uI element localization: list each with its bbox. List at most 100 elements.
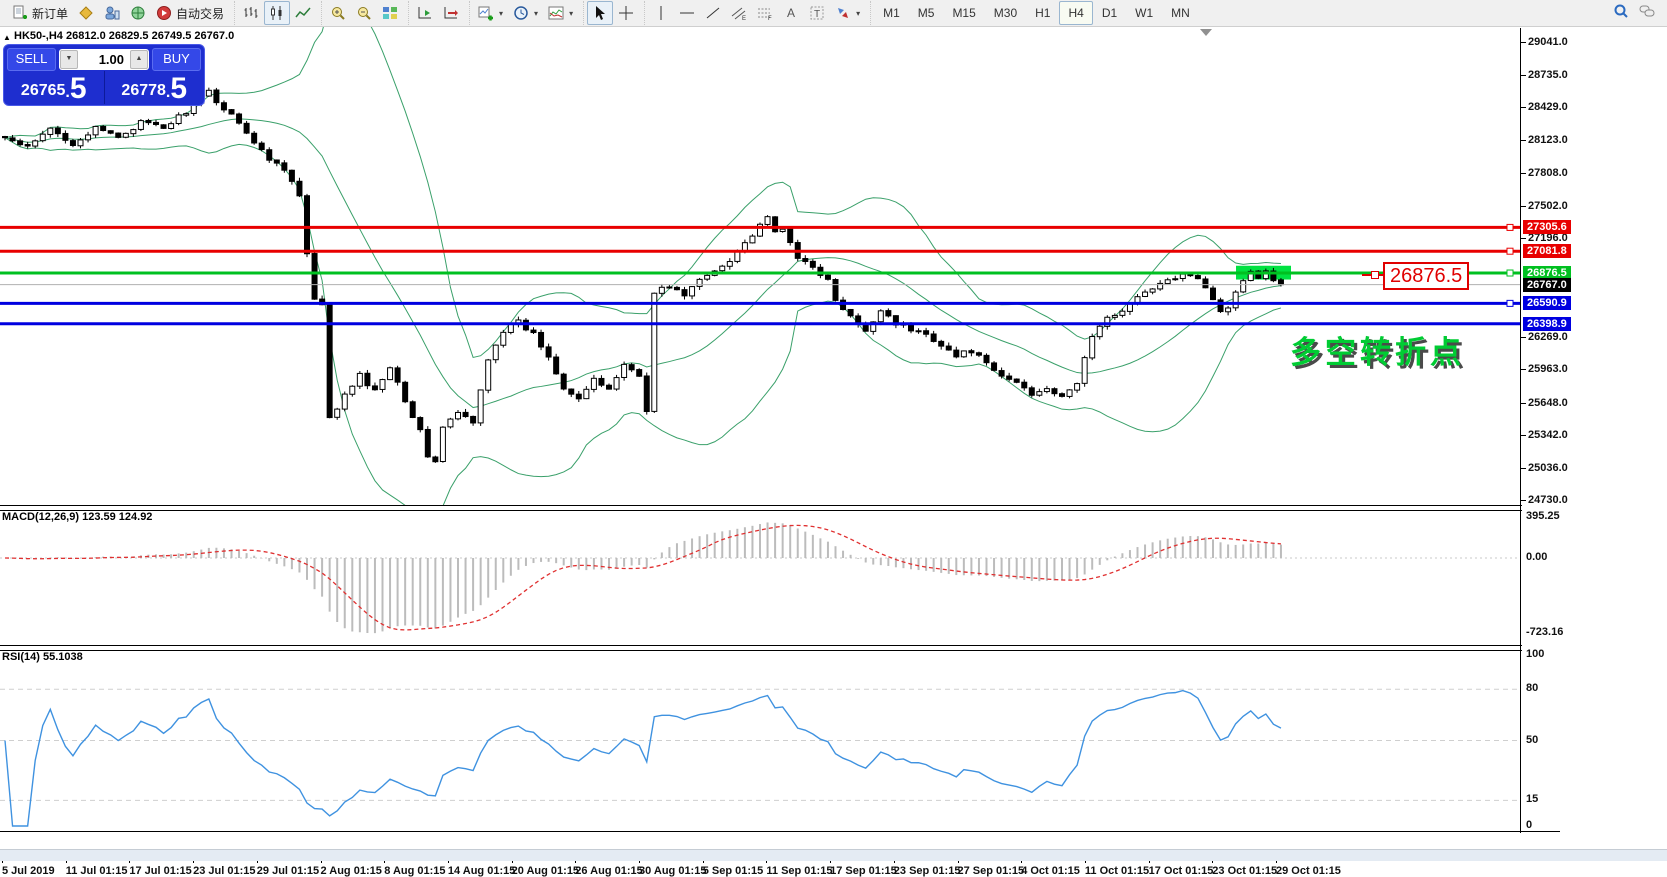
volume-value[interactable]: 1.00 (98, 52, 124, 67)
rsi-line[interactable] (4, 689, 1282, 827)
candle-body (1021, 381, 1028, 389)
zoom-out-button[interactable] (351, 1, 377, 25)
price-callout-anchor[interactable] (1371, 271, 1379, 279)
candle-body (100, 125, 107, 132)
candle-body (968, 350, 975, 354)
trendline-button[interactable] (700, 1, 726, 25)
macd-scale-0.00: 0.00 (1526, 551, 1548, 563)
line-chart-button[interactable] (290, 1, 316, 25)
pane-separator-rsi[interactable] (0, 645, 1522, 651)
hline-handle[interactable] (1506, 223, 1514, 231)
chevron-down-icon[interactable]: ▾ (569, 8, 574, 18)
tile-windows-icon (382, 5, 398, 21)
time-label: 29 Oct 01:15 (1276, 859, 1341, 877)
rsi-pane[interactable] (0, 649, 1522, 835)
chevron-down-icon[interactable]: ▾ (499, 8, 504, 18)
candle-body (991, 362, 998, 371)
sell-button[interactable]: SELL (7, 48, 56, 71)
candle-body (560, 373, 567, 390)
candle-body (953, 349, 960, 358)
volume-decrease-icon[interactable]: ▼ (60, 50, 78, 69)
pane-separator-macd[interactable] (0, 505, 1522, 511)
equidistant-channel-button[interactable]: E (726, 1, 752, 25)
timeframe-m30[interactable]: M30 (993, 6, 1018, 20)
text-button[interactable]: A (778, 1, 804, 25)
auto-scroll-button[interactable] (412, 1, 438, 25)
timeframe-d1[interactable]: D1 (1101, 6, 1118, 20)
new-order-button[interactable]: 新订单 (7, 1, 73, 25)
candle-body (1028, 387, 1035, 396)
macd-pane[interactable] (0, 509, 1522, 645)
sell-price[interactable]: 26765 . 5 (4, 71, 104, 104)
candle-body (432, 456, 439, 463)
candle-body (507, 323, 514, 333)
turning-point-annotation[interactable]: 多空转折点 (1290, 335, 1465, 370)
chevron-down-icon[interactable]: ▾ (856, 8, 861, 18)
autotrading-icon (156, 5, 172, 21)
chart-shift-button[interactable] (438, 1, 464, 25)
timeframe-m15[interactable]: M15 (952, 6, 976, 20)
buy-button[interactable]: BUY (152, 48, 201, 71)
candle-body (1270, 270, 1277, 282)
volume-increase-icon[interactable]: ▲ (130, 50, 148, 69)
candle-body (477, 389, 484, 424)
template-button[interactable]: ▾ (543, 1, 578, 25)
vline-icon (653, 5, 669, 21)
vertical-line-button[interactable] (648, 1, 674, 25)
timeframe-h1[interactable]: H1 (1035, 6, 1051, 20)
timeframe-mn[interactable]: MN (1171, 6, 1190, 20)
rsi-scale-50: 50 (1526, 733, 1539, 746)
fibonacci-button[interactable]: F (752, 1, 778, 25)
candle-chart-button[interactable] (264, 1, 291, 25)
price-tick-27808.0: 27808.0 (1521, 167, 1568, 179)
timeframe-w1[interactable]: W1 (1135, 6, 1154, 20)
candle-body (1149, 288, 1156, 293)
volume-input[interactable]: ▼ 1.00 ▲ (59, 49, 149, 70)
bar-chart-button[interactable] (238, 1, 264, 25)
chart-title: HK50-,H4 26812.0 26829.5 26749.5 26767.0 (14, 30, 234, 42)
candle-body (122, 132, 129, 138)
navigator-button[interactable] (99, 1, 125, 25)
candle-body (930, 333, 937, 342)
price-tick-25036.0: 25036.0 (1521, 462, 1568, 474)
bollinger-lower[interactable] (4, 137, 1282, 505)
bollinger-middle[interactable] (4, 118, 1282, 409)
time-label: 4 Oct 01:15 (1021, 859, 1080, 877)
candle-body (266, 149, 273, 161)
new-order-button-label: 新订单 (32, 6, 69, 21)
chat-icon[interactable] (1639, 3, 1655, 24)
timeframe-m5[interactable]: M5 (917, 6, 935, 20)
search-icon[interactable] (1613, 3, 1629, 24)
timeframe-m1[interactable]: M1 (883, 6, 900, 20)
price-callout-label[interactable]: 26876.5 (1383, 262, 1470, 290)
template-icon (548, 5, 564, 21)
candle-body (696, 278, 703, 287)
one-click-trading-panel: SELL ▼ 1.00 ▲ BUY 26765 . 5 26778 . 5 (3, 44, 205, 106)
rsi-label: RSI(14) 55.1038 (2, 651, 83, 663)
hline-handle[interactable] (1506, 269, 1514, 277)
zoom-in-button[interactable] (325, 1, 351, 25)
cursor-button[interactable] (587, 1, 614, 25)
hline-handle[interactable] (1506, 299, 1514, 307)
horizontal-line-button[interactable] (674, 1, 700, 25)
market-watch-button[interactable] (73, 1, 99, 25)
autotrading-button[interactable]: 自动交易 (151, 1, 229, 25)
crosshair-button[interactable] (613, 1, 639, 25)
auto-scroll-icon (417, 5, 433, 21)
text-label-button[interactable]: T (804, 1, 830, 25)
chevron-down-icon[interactable]: ▾ (534, 8, 539, 18)
hline-handle[interactable] (1506, 247, 1514, 255)
period-button[interactable]: ▾ (508, 1, 543, 25)
candle-body (658, 286, 665, 294)
terminal-button[interactable] (125, 1, 151, 25)
macd-label: MACD(12,26,9) 123.59 124.92 (2, 511, 153, 523)
arrows-button[interactable]: ▾ (830, 1, 865, 25)
tile-windows-button[interactable] (377, 1, 403, 25)
chart-shift-marker[interactable] (1200, 29, 1212, 36)
buy-price[interactable]: 26778 . 5 (103, 71, 205, 104)
new-chart-button[interactable]: ▾ (473, 1, 508, 25)
price-pane[interactable] (0, 27, 1522, 505)
macd-signal-line[interactable] (4, 524, 1281, 631)
timeframe-h4[interactable]: H4 (1059, 1, 1093, 25)
ohlc-readout: 26812.0 26829.5 26749.5 26767.0 (65, 30, 235, 42)
